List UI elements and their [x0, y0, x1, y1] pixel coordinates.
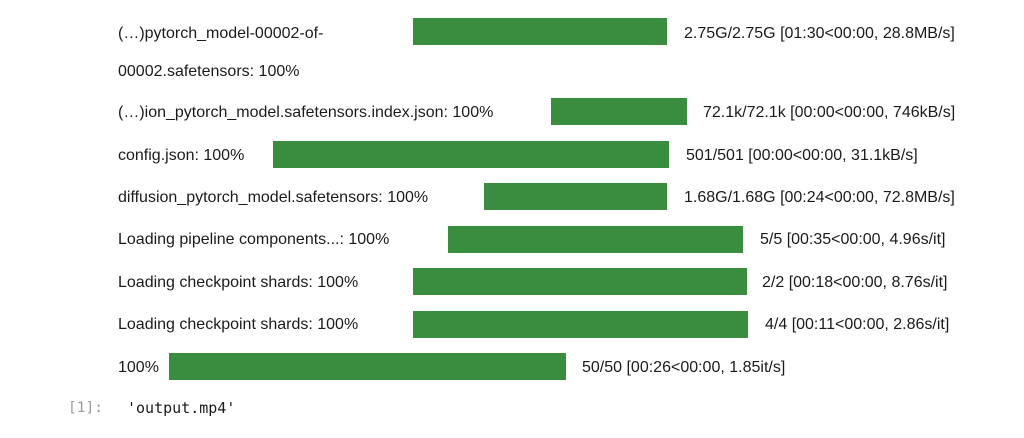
output-value[interactable]: 'output.mp4': [127, 399, 236, 417]
progress-bar: [448, 226, 743, 253]
progress-stats: 1.68G/1.68G [00:24<00:00, 72.8MB/s]: [684, 189, 955, 206]
progress-desc: diffusion_pytorch_model.safetensors: 100…: [118, 189, 429, 206]
progress-stats: 4/4 [00:11<00:00, 2.86s/it]: [765, 316, 950, 333]
progress-bar: [273, 141, 669, 168]
output-prompt: [1]:: [68, 400, 103, 416]
progress-desc: 100%: [118, 359, 159, 376]
progress-stats: 72.1k/72.1k [00:00<00:00, 746kB/s]: [703, 104, 956, 121]
progress-desc: (…)ion_pytorch_model.safetensors.index.j…: [118, 104, 494, 121]
progress-bar: [413, 268, 747, 295]
progress-stats: 2.75G/2.75G [01:30<00:00, 28.8MB/s]: [684, 25, 955, 42]
progress-desc-line-2: 00002.safetensors: 100%: [118, 63, 300, 80]
progress-bar: [169, 353, 566, 380]
progress-bar: [551, 98, 687, 125]
progress-stats: 2/2 [00:18<00:00, 8.76s/it]: [762, 274, 948, 291]
progress-desc: config.json: 100%: [118, 147, 245, 164]
progress-desc-line-1: (…)pytorch_model-00002-of-: [118, 25, 324, 42]
progress-bar: [413, 311, 748, 338]
progress-stats: 501/501 [00:00<00:00, 31.1kB/s]: [686, 147, 918, 164]
progress-bar: [484, 183, 667, 210]
progress-desc: Loading checkpoint shards: 100%: [118, 316, 359, 333]
progress-desc: Loading checkpoint shards: 100%: [118, 274, 359, 291]
progress-stats: 5/5 [00:35<00:00, 4.96s/it]: [760, 231, 946, 248]
progress-desc: Loading pipeline components...: 100%: [118, 231, 390, 248]
progress-bar: [413, 18, 667, 45]
progress-stats: 50/50 [00:26<00:00, 1.85it/s]: [582, 359, 786, 376]
